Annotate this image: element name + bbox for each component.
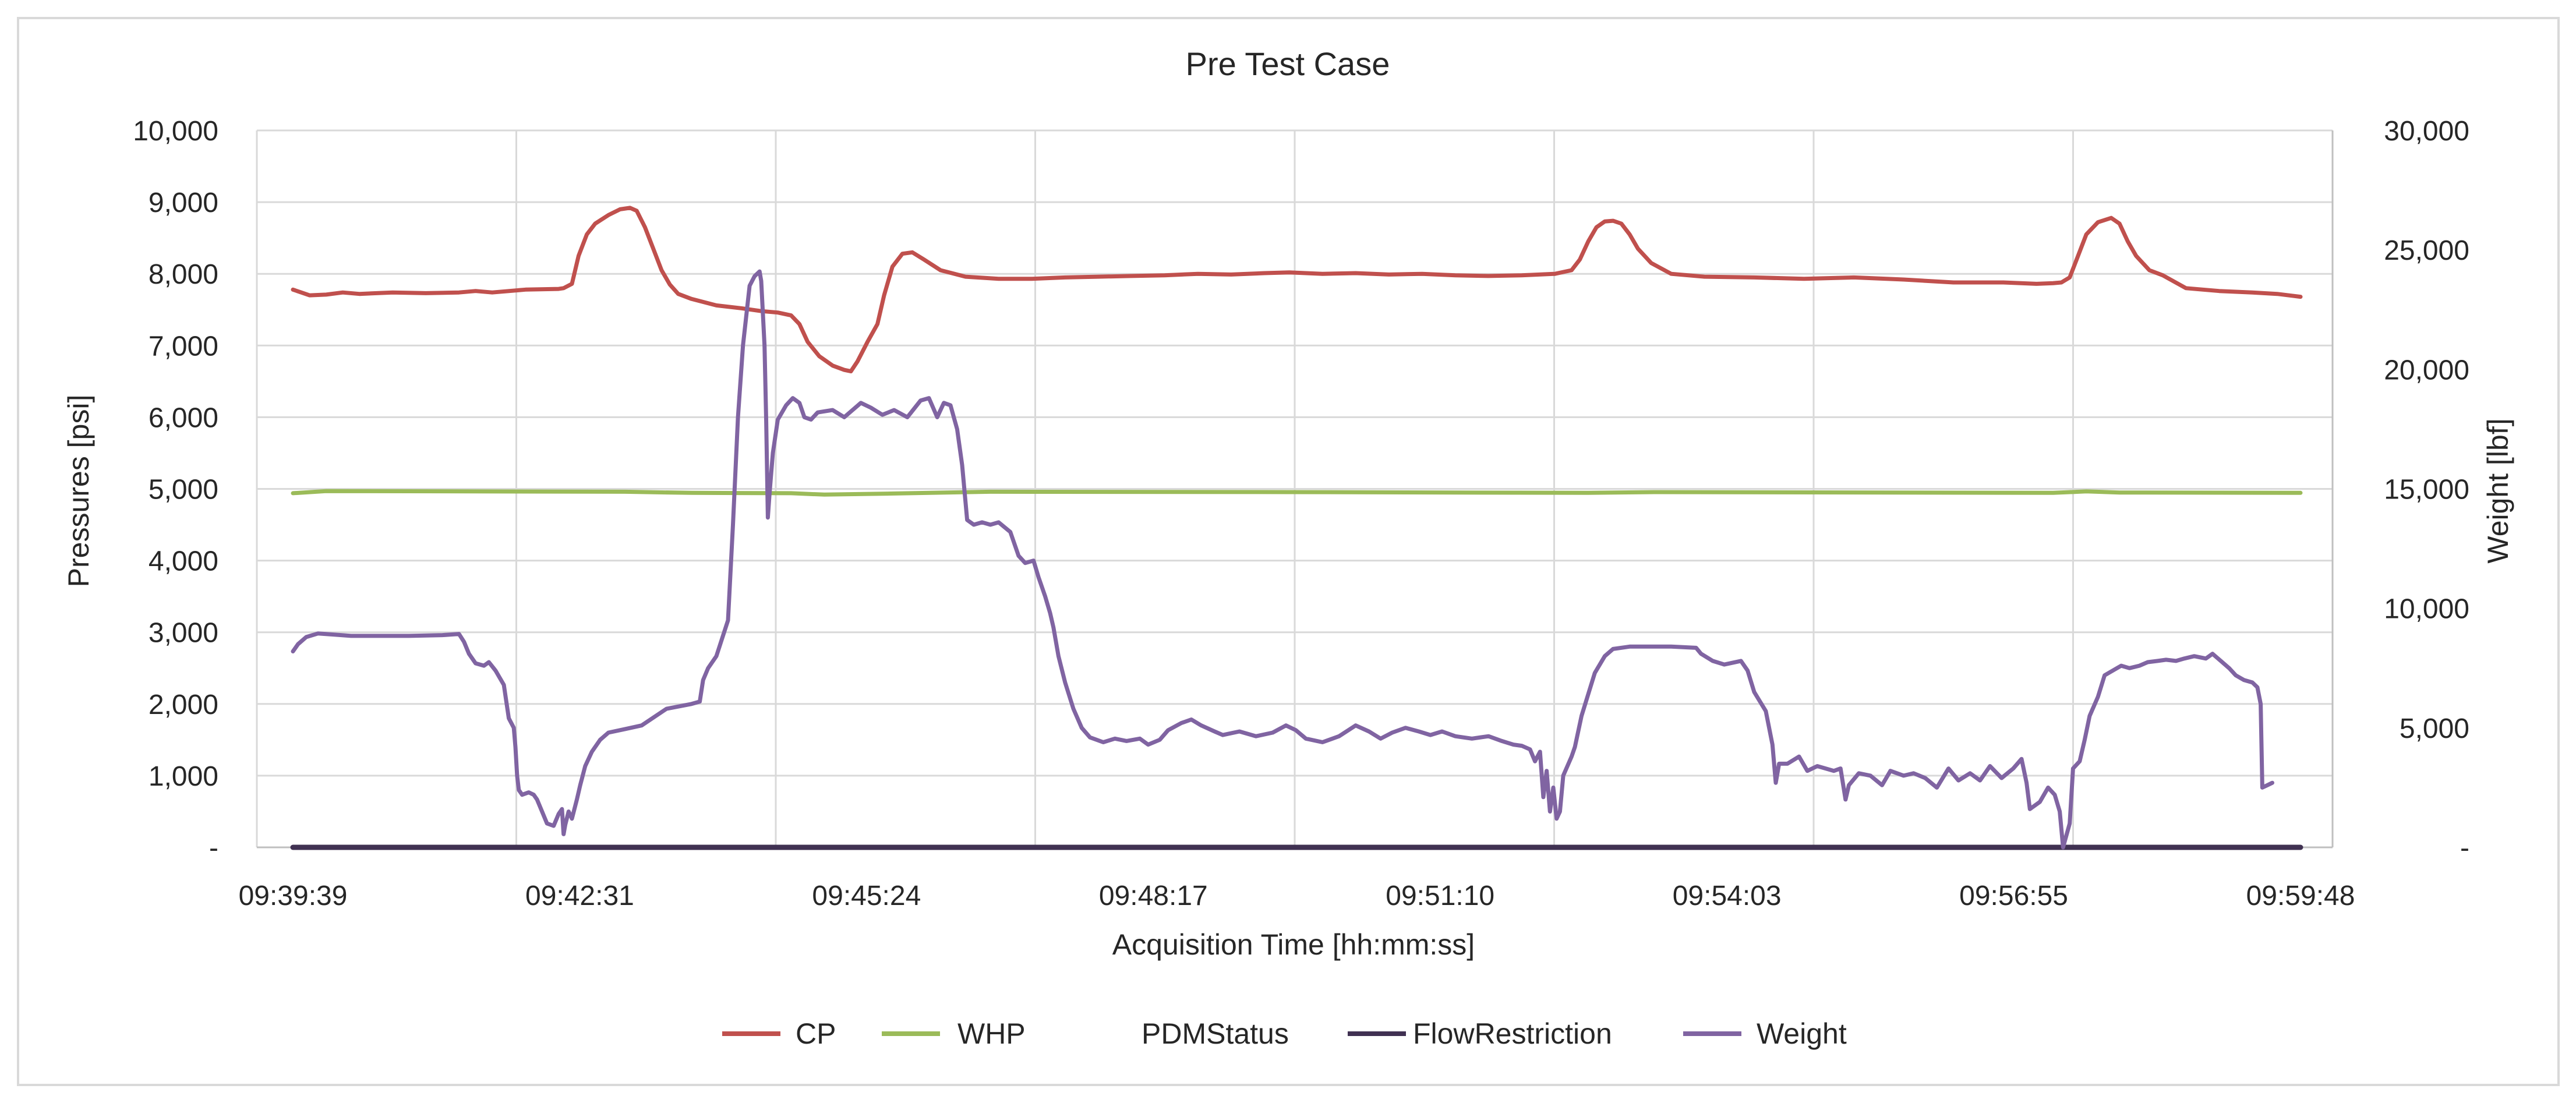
x-axis-title: Acquisition Time [hh:mm:ss] bbox=[1112, 928, 1475, 961]
x-tick-label: 09:54:03 bbox=[1673, 881, 1782, 911]
y-tick-label-right: 5,000 bbox=[2400, 713, 2469, 744]
y-tick-label-right: 20,000 bbox=[2384, 355, 2469, 386]
y-tick-label-right: 25,000 bbox=[2384, 235, 2469, 266]
series-layer bbox=[290, 206, 2303, 850]
y-tick-label-right: 30,000 bbox=[2384, 116, 2469, 147]
legend-label-pdmstatus: PDMStatus bbox=[1142, 1017, 1289, 1050]
x-tick-label: 09:48:17 bbox=[1099, 881, 1208, 911]
cp-series-line bbox=[291, 206, 2303, 374]
legend-label-weight: Weight bbox=[1757, 1017, 1847, 1050]
y-tick-label-left: 10,000 bbox=[133, 116, 218, 147]
x-tick-label: 09:56:55 bbox=[1959, 881, 2068, 911]
chart-outer-border bbox=[17, 17, 2560, 1086]
x-tick-label: 09:59:48 bbox=[2246, 881, 2355, 911]
x-axis-ticks: 09:39:39 09:42:31 09:45:24 09:48:17 09:51:10… bbox=[239, 881, 2355, 911]
y-tick-label-left: 5,000 bbox=[149, 475, 218, 505]
x-tick-label: 09:39:39 bbox=[239, 881, 348, 911]
y-tick-label-left: 9,000 bbox=[149, 188, 218, 218]
y-axis-right-title: Weight [lbf] bbox=[2482, 418, 2514, 563]
weight-series-line bbox=[291, 269, 2274, 850]
legend: CP WHP PDMStatus FlowRestriction Weight bbox=[722, 1017, 1847, 1050]
y-tick-label-left: 6,000 bbox=[149, 402, 218, 433]
whp-series-line bbox=[291, 489, 2303, 497]
y-tick-label-left: 8,000 bbox=[149, 259, 218, 290]
y-tick-label-left: 7,000 bbox=[149, 331, 218, 362]
y-tick-label-right: 15,000 bbox=[2384, 475, 2469, 505]
x-tick-label: 09:45:24 bbox=[812, 881, 921, 911]
y-tick-label-left: - bbox=[209, 833, 218, 864]
y-tick-label-left: 2,000 bbox=[149, 690, 218, 720]
chart-title: Pre Test Case bbox=[1186, 45, 1390, 82]
y-axis-right-ticks: - 5,000 10,000 15,000 20,000 25,000 30,000 bbox=[2384, 116, 2469, 864]
x-tick-label: 09:42:31 bbox=[525, 881, 634, 911]
x-tick-label: 09:51:10 bbox=[1386, 881, 1494, 911]
y-tick-label-right: 10,000 bbox=[2384, 594, 2469, 625]
y-tick-label-left: 1,000 bbox=[149, 761, 218, 792]
legend-label-whp: WHP bbox=[957, 1017, 1026, 1050]
y-tick-label-right: - bbox=[2460, 833, 2469, 864]
y-axis-left-title: Pressures [psi] bbox=[62, 395, 95, 588]
legend-label-flowrestriction: FlowRestriction bbox=[1413, 1017, 1612, 1050]
y-axis-left-ticks: - 1,000 2,000 3,000 4,000 5,000 6,000 7,000 8,00… bbox=[133, 116, 218, 864]
legend-label-cp: CP bbox=[796, 1017, 836, 1050]
y-tick-label-left: 4,000 bbox=[149, 546, 218, 577]
y-tick-label-left: 3,000 bbox=[149, 618, 218, 649]
